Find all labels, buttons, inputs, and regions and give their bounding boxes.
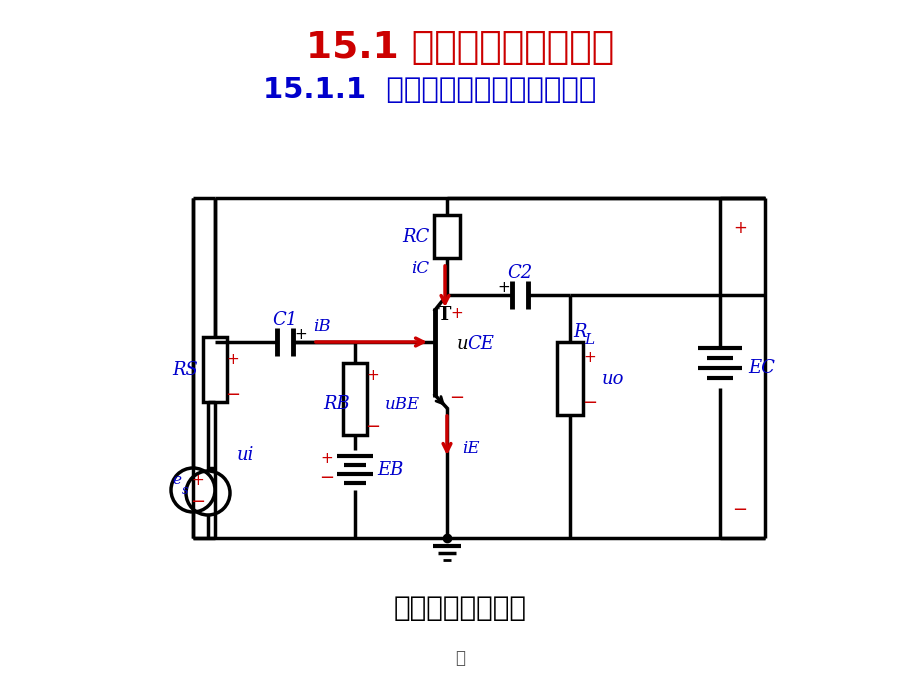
Text: s: s xyxy=(181,484,187,497)
Text: T: T xyxy=(437,306,451,324)
Text: RS: RS xyxy=(172,360,198,379)
Text: +: + xyxy=(497,279,510,295)
Text: CE: CE xyxy=(467,335,494,353)
Text: e: e xyxy=(172,473,181,487)
Text: +: + xyxy=(732,219,746,237)
Bar xyxy=(556,342,583,415)
Text: ：: ： xyxy=(455,649,464,667)
Bar xyxy=(203,337,227,402)
Text: uBE: uBE xyxy=(384,395,420,413)
Text: −: − xyxy=(365,418,380,436)
Text: iB: iB xyxy=(312,317,330,335)
Bar xyxy=(343,363,367,435)
Text: 15.1 基本放大电路的组成: 15.1 基本放大电路的组成 xyxy=(305,30,614,66)
Text: −: − xyxy=(449,389,464,407)
Text: +: + xyxy=(367,368,379,382)
Text: RC: RC xyxy=(403,228,429,246)
Text: ui: ui xyxy=(236,446,254,464)
Text: iC: iC xyxy=(411,259,428,277)
Text: +: + xyxy=(191,473,204,488)
Text: R: R xyxy=(573,323,586,341)
Text: iE: iE xyxy=(461,440,479,457)
Text: EC: EC xyxy=(747,359,774,377)
Text: −: − xyxy=(582,394,597,412)
Text: +: + xyxy=(294,326,307,342)
Text: −: − xyxy=(319,469,335,487)
Text: +: + xyxy=(321,451,333,466)
Text: C2: C2 xyxy=(506,264,532,282)
Text: EB: EB xyxy=(377,461,403,479)
Text: 15.1.1  共发射极基本放大电路组成: 15.1.1 共发射极基本放大电路组成 xyxy=(263,76,596,104)
Text: u: u xyxy=(457,335,468,353)
Text: L: L xyxy=(584,333,594,347)
Text: +: + xyxy=(226,352,239,367)
Text: 共发射极基本电路: 共发射极基本电路 xyxy=(393,594,526,622)
Text: C1: C1 xyxy=(272,311,298,329)
Text: −: − xyxy=(732,501,747,519)
Text: RB: RB xyxy=(323,395,349,413)
Text: −: − xyxy=(190,493,205,511)
Text: +: + xyxy=(450,306,463,320)
Text: +: + xyxy=(583,350,596,364)
Bar xyxy=(434,215,460,258)
Text: uo: uo xyxy=(601,370,624,388)
Text: −: − xyxy=(225,386,240,404)
